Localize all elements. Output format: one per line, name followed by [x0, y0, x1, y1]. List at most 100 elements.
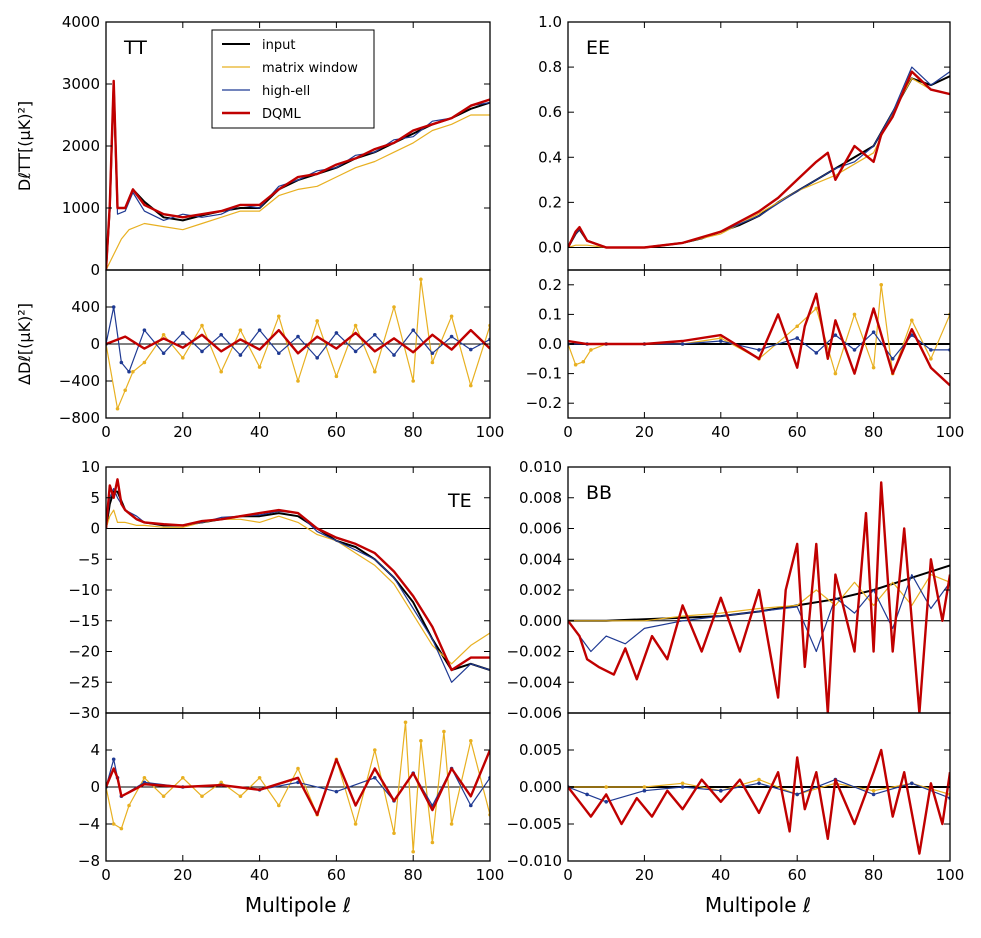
x-tick-label: 0: [563, 866, 573, 884]
series-line-dqml: [106, 328, 490, 355]
data-point: [469, 383, 473, 388]
series-line-input: [106, 490, 490, 671]
x-tick-label: 60: [788, 866, 807, 884]
data-point: [581, 359, 586, 364]
series-line-dqml: [106, 749, 490, 816]
y-tick-label: −0.005: [506, 815, 562, 833]
series-line-input: [568, 75, 950, 249]
series-line-matrix-window: [106, 721, 490, 853]
y-tick-label: 0.2: [538, 193, 562, 211]
y-tick-label: −0.002: [506, 643, 562, 661]
axes-frame: [567, 21, 951, 271]
x-tick-label: 40: [711, 423, 730, 441]
data-point: [353, 323, 358, 328]
panel-title: EE: [586, 37, 610, 59]
x-tick-label: 0: [101, 423, 111, 441]
y-tick-label: 0.4: [538, 148, 562, 166]
data-point: [161, 794, 166, 799]
series-line-matrix-window: [568, 573, 950, 622]
data-point: [296, 379, 300, 383]
data-point: [200, 349, 204, 354]
series-line-dqml: [106, 478, 490, 672]
data-point: [238, 328, 243, 332]
data-point: [469, 738, 473, 743]
data-point: [315, 319, 320, 323]
y-tick-label: 0.002: [519, 581, 562, 599]
data-point: [296, 766, 300, 771]
data-point: [795, 336, 799, 340]
y-tick-label: 2000: [62, 137, 100, 155]
y-tick-label: −0.010: [506, 852, 562, 870]
y-tick-label: 0.0: [538, 238, 562, 256]
data-point: [403, 720, 408, 725]
data-point: [573, 362, 578, 367]
data-point: [757, 348, 761, 352]
panel-title: BB: [586, 482, 612, 504]
y-tick-label: 0.8: [538, 58, 562, 76]
y-tick-label: 1.0: [538, 13, 562, 31]
data-point: [419, 277, 423, 282]
data-point: [257, 365, 262, 369]
data-point: [929, 348, 933, 352]
data-point: [373, 369, 377, 374]
data-point: [411, 849, 416, 854]
data-point: [334, 789, 339, 794]
y-tick-label: 3000: [62, 75, 100, 93]
data-point: [852, 348, 857, 352]
data-point: [680, 785, 685, 789]
legend-label-input: input: [262, 38, 295, 53]
y-tick-label: 5: [90, 489, 100, 507]
y-tick-label: −20: [68, 643, 100, 661]
y-tick-label: 0: [90, 335, 100, 353]
legend-label-dqml: DQML: [262, 107, 301, 122]
data-point: [219, 780, 223, 785]
series-group: [106, 277, 490, 411]
y-tick-label: −4: [78, 815, 100, 833]
y-tick-label: 400: [71, 298, 100, 316]
series-line-matrix-window: [106, 509, 490, 665]
y-tick-label: 0: [90, 778, 100, 796]
series-group: [568, 283, 950, 387]
data-point: [392, 305, 396, 309]
series-group: [106, 478, 490, 683]
legend-label-matrix-window: matrix window: [262, 61, 358, 76]
series-line-matrix-window: [568, 77, 950, 249]
data-point: [200, 323, 204, 328]
x-tick-label: 80: [404, 866, 423, 884]
data-point: [123, 388, 127, 393]
data-point: [334, 331, 339, 335]
y-tick-label: 0: [90, 261, 100, 279]
data-point: [219, 332, 223, 337]
x-tick-label: 20: [635, 866, 654, 884]
y-tick-label: −400: [59, 372, 100, 390]
data-point: [585, 792, 589, 797]
data-point: [111, 305, 116, 309]
y-tick-label: 1000: [62, 199, 100, 217]
data-point: [353, 349, 358, 354]
data-point: [442, 729, 446, 734]
y-tick-label: −30: [68, 704, 100, 722]
panel-ee-residual: −0.2 −0.1 0.0 0.1 0.2 0 20 40 60 80 100: [526, 269, 964, 441]
y-tick-label: 0.008: [519, 489, 562, 507]
data-point: [795, 324, 799, 329]
x-tick-label: 40: [250, 866, 269, 884]
data-point: [449, 314, 454, 319]
panel-bb-residual: −0.010 −0.005 0.000 0.005 0 20 40 60 80 100: [506, 712, 964, 884]
data-point: [890, 357, 895, 361]
panel-bb: −0.006 −0.004 −0.002 0.000 0.002 0.004 0.006 0.…: [506, 458, 951, 722]
y-tick-label: −0.1: [526, 365, 562, 383]
data-point: [392, 353, 396, 357]
data-point: [449, 822, 454, 826]
data-point: [680, 342, 685, 346]
y-tick-label: 0.004: [519, 550, 562, 568]
x-tick-label: 100: [476, 866, 505, 884]
data-point: [833, 333, 838, 337]
panel-tt: 0 1000 2000 3000 4000 TT: [62, 13, 491, 279]
data-point: [604, 800, 608, 804]
x-tick-label: 0: [563, 423, 573, 441]
data-point: [373, 775, 377, 780]
axes-frame: [105, 466, 491, 714]
data-point: [757, 777, 761, 782]
y-tick-label: 0.000: [519, 778, 562, 796]
